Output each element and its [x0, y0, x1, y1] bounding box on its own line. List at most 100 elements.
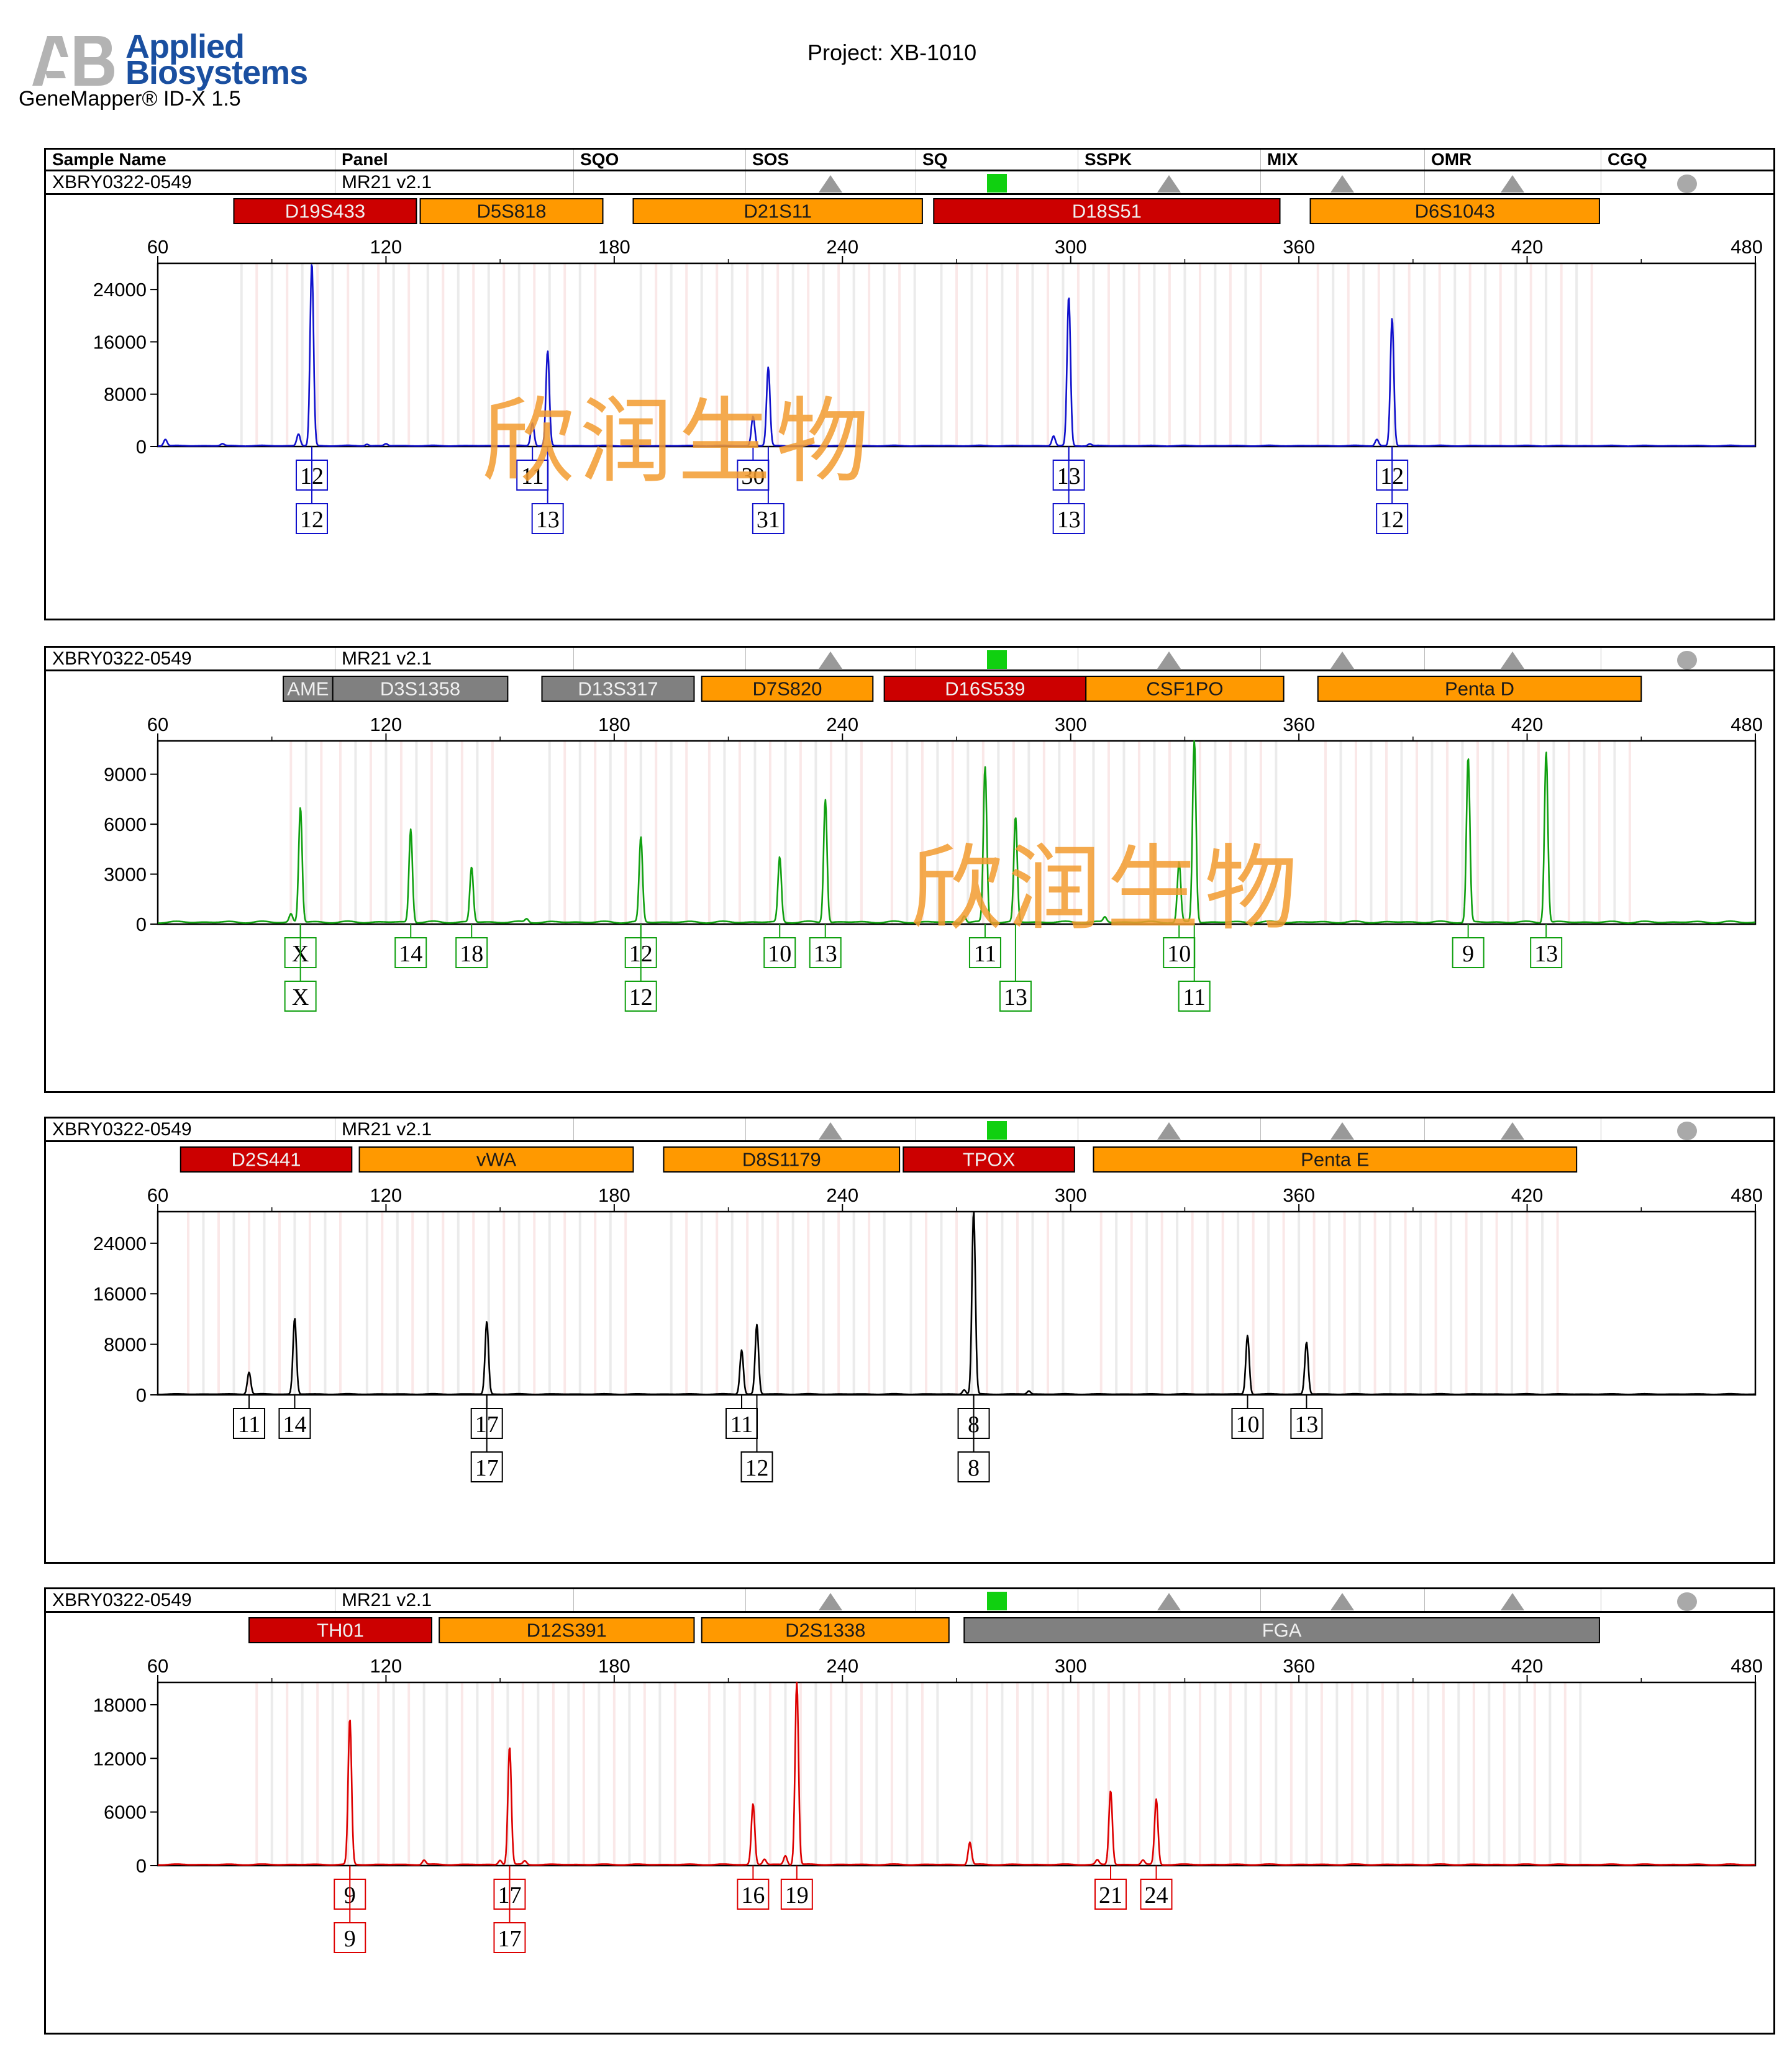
allele-box[interactable] — [531, 503, 564, 534]
omr-warning-triangle-icon[interactable] — [1501, 175, 1524, 193]
sspk-warning-triangle-icon[interactable] — [1157, 1593, 1181, 1610]
allele-box[interactable] — [1452, 937, 1485, 968]
allele-call-label[interactable]: 13 — [809, 924, 842, 968]
locus-vwa[interactable]: vWA — [358, 1146, 634, 1173]
allele-box[interactable] — [284, 981, 317, 1012]
electropherogram-plot[interactable]: AME D3S1358 D13S317 D7S820 D16S539 CSF1PO Pent… — [46, 648, 1773, 1091]
allele-call-label[interactable]: 18 — [455, 924, 488, 968]
sq-pass-square-icon[interactable] — [986, 1592, 1007, 1610]
allele-call-label[interactable]: 10 — [1231, 1395, 1264, 1439]
sspk-warning-triangle-icon[interactable] — [1157, 175, 1181, 193]
sos-warning-triangle-icon[interactable] — [819, 175, 842, 193]
mix-warning-triangle-icon[interactable] — [1330, 651, 1354, 669]
allele-call-label[interactable]: 9 — [1452, 924, 1485, 968]
allele-call-label[interactable]: 24 — [1140, 1866, 1173, 1910]
locus-d8s1179[interactable]: D8S1179 — [663, 1146, 901, 1173]
column-header-cgq[interactable]: CGQ — [1601, 150, 1773, 170]
column-header-omr[interactable]: OMR — [1424, 150, 1601, 170]
sample-info-row[interactable]: XBRY0322-0549 MR21 v2.1 — [46, 171, 1773, 195]
locus-bar[interactable] — [903, 1146, 1075, 1173]
locus-bar[interactable] — [963, 1617, 1600, 1643]
locus-bar[interactable] — [632, 198, 923, 224]
locus-d13s317[interactable]: D13S317 — [541, 676, 695, 702]
omr-warning-triangle-icon[interactable] — [1501, 1593, 1524, 1610]
allele-box[interactable] — [1231, 1408, 1264, 1439]
locus-bar[interactable] — [883, 676, 1087, 702]
locus-d21s11[interactable]: D21S11 — [632, 198, 923, 224]
allele-call-label[interactable]: 9 — [334, 1866, 366, 1953]
locus-bar[interactable] — [1093, 1146, 1578, 1173]
locus-bar[interactable] — [358, 1146, 634, 1173]
allele-box[interactable] — [493, 1922, 526, 1953]
allele-call-label[interactable]: 31 — [752, 447, 785, 534]
locus-bar[interactable] — [180, 1146, 353, 1173]
locus-d18s51[interactable]: D18S51 — [933, 198, 1281, 224]
sq-pass-square-icon[interactable] — [986, 650, 1007, 669]
locus-bar[interactable] — [332, 676, 509, 702]
allele-call-label[interactable]: 14 — [394, 924, 427, 968]
allele-box[interactable] — [737, 1879, 770, 1910]
sos-warning-triangle-icon[interactable] — [819, 1593, 842, 1610]
locus-csf1po[interactable]: CSF1PO — [1085, 676, 1285, 702]
sos-warning-triangle-icon[interactable] — [819, 1122, 842, 1140]
locus-penta-d[interactable]: Penta D — [1317, 676, 1642, 702]
locus-d12s391[interactable]: D12S391 — [439, 1617, 695, 1643]
locus-bar[interactable] — [1085, 676, 1285, 702]
electropherogram-plot[interactable]: D2S441 vWA D8S1179 TPOX Penta E60 120 180 240 30… — [46, 1118, 1773, 1562]
allele-box[interactable] — [516, 460, 549, 491]
allele-box[interactable] — [780, 1879, 813, 1910]
allele-box[interactable] — [968, 937, 1001, 968]
mix-warning-triangle-icon[interactable] — [1330, 1122, 1354, 1140]
allele-box[interactable] — [232, 1408, 265, 1439]
allele-call-label[interactable]: 14 — [278, 1395, 311, 1439]
column-header-sspk[interactable]: SSPK — [1078, 150, 1260, 170]
locus-d16s539[interactable]: D16S539 — [883, 676, 1087, 702]
sspk-warning-triangle-icon[interactable] — [1157, 651, 1181, 669]
sq-pass-square-icon[interactable] — [986, 1121, 1007, 1140]
allele-box[interactable] — [957, 1451, 990, 1482]
sample-info-row[interactable]: XBRY0322-0549 MR21 v2.1 — [46, 1118, 1773, 1142]
allele-box[interactable] — [1530, 937, 1563, 968]
allele-box[interactable] — [278, 1408, 311, 1439]
allele-call-label[interactable]: 11 — [725, 1395, 758, 1439]
allele-call-label[interactable]: 17 — [493, 1866, 526, 1953]
allele-call-label[interactable]: 11 — [968, 924, 1001, 968]
allele-call-label[interactable]: 11 — [1178, 924, 1211, 1012]
allele-box[interactable] — [470, 1451, 503, 1482]
allele-box[interactable] — [737, 460, 770, 491]
allele-box[interactable] — [1094, 1879, 1127, 1910]
allele-box[interactable] — [1140, 1879, 1173, 1910]
allele-call-label[interactable]: 13 — [1290, 1395, 1323, 1439]
allele-call-label[interactable]: 17 — [470, 1395, 503, 1482]
locus-bar[interactable] — [663, 1146, 901, 1173]
locus-d3s1358[interactable]: D3S1358 — [332, 676, 509, 702]
allele-call-label[interactable]: 13 — [1052, 447, 1085, 534]
locus-bar[interactable] — [248, 1617, 432, 1643]
locus-bar[interactable] — [233, 198, 417, 224]
locus-d7s820[interactable]: D7S820 — [701, 676, 874, 702]
allele-call-label[interactable]: 10 — [763, 924, 796, 968]
locus-bar[interactable] — [933, 198, 1281, 224]
mix-warning-triangle-icon[interactable] — [1330, 175, 1354, 193]
sq-pass-square-icon[interactable] — [986, 174, 1007, 193]
locus-d19s433[interactable]: D19S433 — [233, 198, 417, 224]
cgq-status-circle-icon[interactable] — [1677, 651, 1697, 669]
locus-bar[interactable] — [439, 1617, 695, 1643]
locus-d6s1043[interactable]: D6S1043 — [1309, 198, 1600, 224]
locus-th01[interactable]: TH01 — [248, 1617, 432, 1643]
locus-bar[interactable] — [1317, 676, 1642, 702]
allele-call-label[interactable]: 12 — [740, 1395, 773, 1482]
allele-call-label[interactable]: 12 — [1376, 447, 1409, 534]
allele-box[interactable] — [394, 937, 427, 968]
locus-ame[interactable]: AME — [283, 676, 334, 702]
allele-call-label[interactable]: 10 — [1163, 924, 1196, 968]
locus-d2s441[interactable]: D2S441 — [180, 1146, 353, 1173]
allele-call-label[interactable]: 11 — [232, 1395, 265, 1439]
column-header-sq[interactable]: SQ — [916, 150, 1078, 170]
allele-call-label[interactable]: 11 — [516, 447, 549, 491]
allele-call-label[interactable]: 13 — [1530, 924, 1563, 968]
column-header-sqo[interactable]: SQO — [573, 150, 745, 170]
locus-bar[interactable] — [1309, 198, 1600, 224]
allele-box[interactable] — [1376, 503, 1409, 534]
